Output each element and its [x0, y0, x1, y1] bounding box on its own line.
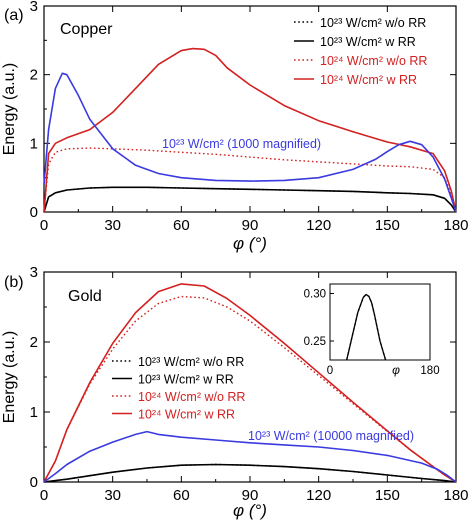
x-tick-label: 30	[104, 217, 121, 234]
x-tick-label: 150	[375, 217, 400, 234]
x-tick-label: 180	[443, 487, 468, 504]
y-tick-label: 3	[30, 264, 38, 281]
series-line-2	[43, 295, 457, 483]
series-line-3	[43, 283, 457, 483]
series-line-3	[43, 47, 457, 213]
x-tick-label: 0	[40, 487, 48, 504]
chart-panel-1: 0 30 60 90 120 150 180 0 1 2 3 φ (°) Energy (a.u.) (b…	[1, 264, 469, 520]
x-tick-label: 120	[306, 217, 331, 234]
series-annotation: 10²³ W/cm² (10000 magnified)	[248, 429, 414, 443]
y-tick-label: 2	[30, 334, 38, 351]
y-tick-label: 0	[30, 474, 38, 491]
panel-label: (a)	[4, 7, 24, 24]
inset-y-tick-label: 0.30	[304, 289, 326, 301]
panel-label: (b)	[4, 274, 24, 291]
panel-title: Gold	[68, 288, 102, 305]
x-tick-label: 30	[104, 487, 121, 504]
x-tick-label: 180	[443, 217, 468, 234]
x-axis-label: φ (°)	[233, 234, 267, 253]
series-line-1	[43, 186, 457, 213]
x-tick-label: 90	[242, 217, 259, 234]
y-axis-label: Energy (a.u.)	[1, 331, 18, 423]
legend-label-0: 10²³ W/cm² w/o RR	[138, 355, 244, 369]
panel-title: Copper	[60, 21, 113, 38]
inset: 0.25 0.30 0 180 φ	[304, 283, 440, 377]
inset-x-tick-label: 180	[420, 365, 439, 377]
y-tick-label: 1	[30, 135, 38, 152]
y-tick-label: 0	[30, 204, 38, 221]
series-line-4	[43, 430, 457, 483]
legend-label-3: 10²⁴ W/cm² w RR	[320, 73, 417, 87]
inset-frame	[329, 283, 431, 361]
x-tick-label: 120	[306, 487, 331, 504]
y-tick-label: 1	[30, 404, 38, 421]
legend: 10²³ W/cm² w/o RR 10²³ W/cm² w RR 10²⁴ W/c…	[294, 16, 427, 87]
y-axis-label: Energy (a.u.)	[1, 63, 18, 155]
x-tick-label: 150	[375, 487, 400, 504]
x-tick-label: 60	[173, 217, 190, 234]
x-tick-label: 90	[242, 487, 259, 504]
x-axis-label: φ (°)	[233, 501, 267, 520]
inset-y-tick-label: 0.25	[304, 336, 326, 348]
legend-label-2: 10²⁴ W/cm² w/o RR	[138, 390, 245, 404]
series-annotation: 10²³ W/cm² (1000 magnified)	[162, 137, 321, 151]
y-tick-label: 3	[30, 0, 38, 15]
inset-series-line-1	[346, 293, 387, 361]
legend-label-1: 10²³ W/cm² w RR	[320, 35, 416, 49]
x-tick-label: 60	[173, 487, 190, 504]
x-tick-label: 0	[40, 217, 48, 234]
inset-x-tick-label: 0	[327, 365, 333, 377]
series-line-2	[43, 147, 457, 213]
legend-label-0: 10²³ W/cm² w/o RR	[320, 16, 426, 30]
legend-label-2: 10²⁴ W/cm² w/o RR	[320, 54, 427, 68]
inset-x-axis-label: φ	[392, 363, 400, 377]
legend-label-3: 10²⁴ W/cm² w RR	[138, 408, 235, 422]
legend: 10²³ W/cm² w/o RR 10²³ W/cm² w RR 10²⁴ W/c…	[112, 355, 245, 422]
chart-panel-0: 0 30 60 90 120 150 180 0 1 2 3 φ (°) Energy (a.u.) (a…	[1, 0, 469, 253]
series-line-4	[43, 72, 457, 213]
y-tick-label: 2	[30, 67, 38, 84]
legend-label-1: 10²³ W/cm² w RR	[138, 373, 234, 387]
series-line-1	[43, 463, 457, 483]
